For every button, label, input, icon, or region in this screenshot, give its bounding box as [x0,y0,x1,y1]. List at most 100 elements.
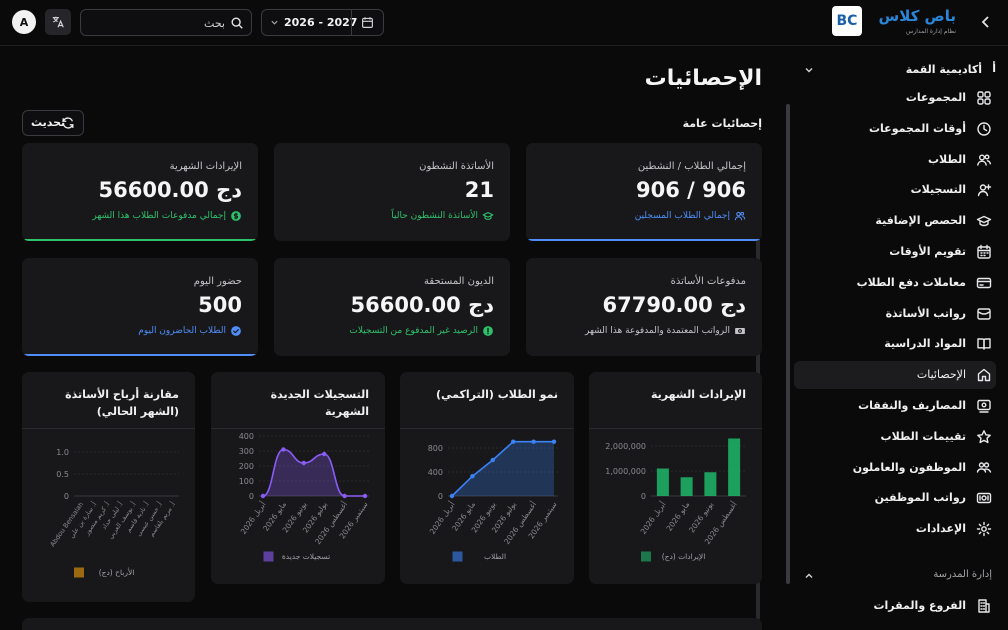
bar[interactable] [728,438,741,497]
chart-title: الإيرادات الشهرية [650,388,746,401]
stat-subtitle-text: الرواتب المعتمدة والمدفوعة هذا الشهر [584,326,730,336]
academic-year-value: 2026 - 2027 [284,16,358,29]
sidebar-item[interactable]: المصاريف والنفقات [794,392,996,420]
school-management-section[interactable]: إدارة المدرسة [796,567,996,585]
calendar-button[interactable] [351,10,383,35]
book-icon [977,338,991,351]
bar[interactable] [656,468,669,497]
data-point[interactable] [362,493,368,499]
y-tick-label: 100 [239,477,254,486]
data-point[interactable] [301,460,306,466]
data-point[interactable] [342,493,347,499]
x-tick-label: أبريل 2026 [427,499,457,536]
sidebar-item[interactable]: رواتب الموظفين [794,484,996,512]
y-tick-label: 200 [239,462,254,471]
bar[interactable] [704,472,717,496]
sidebar-scrollbar[interactable] [786,104,790,584]
section-label: إدارة المدرسة [933,569,992,580]
sidebar-item[interactable]: تقييمات الطلاب [794,423,996,451]
sidebar-item-label: المواد الدراسية [884,337,966,351]
stat-value: 500 [198,293,242,317]
search-box [80,9,252,36]
sidebar-item[interactable]: الطلاب [794,146,996,174]
data-point[interactable] [470,474,475,479]
chart-legend[interactable]: الطلاب [452,551,506,562]
stat-card: الإيرادات الشهرية 56600.00 دج إجمالي مدفوع… [22,143,258,241]
chart-legend[interactable]: تسجيلات جديدة [263,551,330,562]
stat-label: مدفوعات الأساتذة [670,276,746,287]
y-tick-label: 800 [428,444,443,453]
data-point[interactable] [531,439,536,444]
sidebar-item[interactable]: التسجيلات [794,176,996,204]
sidebar-item-label: الموظفون والعاملون [852,460,966,474]
building-icon [978,599,990,613]
chart-legend[interactable]: الأرباح (دج) [74,567,135,578]
settings-icon [976,521,992,537]
x-tick-label: أبريل 2026 [238,499,268,536]
y-tick-label: 0 [64,492,69,501]
stat-value: 21 [464,178,494,202]
sidebar-item-label: المجموعات [905,91,966,104]
sidebar-item-label: الإعدادات [915,522,966,536]
stat-subtitle-text: الرصيد غير المدفوع من التسجيلات [349,326,478,336]
chevron-left-icon[interactable] [978,14,994,30]
chevron-up-icon [805,573,813,578]
sidebar-item-label: تقويم الأوقات [889,245,966,258]
y-tick-label: 300 [239,447,254,456]
language-button[interactable] [45,9,71,35]
chart-legend[interactable]: الإيرادات (دج) [641,551,706,562]
academy-switcher[interactable]: أ أكاديمية القمة [796,60,996,80]
data-point[interactable] [322,451,327,457]
sidebar-item-branches[interactable]: الفروع والمقرات [794,592,996,620]
chevron-down-icon [271,20,278,25]
chevron-down-icon [805,68,813,73]
bar[interactable] [680,477,693,496]
stat-card: الأساتذة النشطون 21 الأساتذة النشطون حاليا… [274,143,510,241]
stat-value: 67790.00 دج [602,293,747,317]
legend-label: الأرباح (دج) [99,567,135,577]
chart-title: مقارنة أرباح الأساتذة (الشهر الحالي) [65,388,179,418]
stat-label: إجمالي الطلاب / النشطين [637,161,746,172]
stat-card: إجمالي الطلاب / النشطين 906 / 906 إجمالي ا… [526,143,762,241]
refresh-button[interactable]: تحديث [22,110,84,136]
sidebar-item[interactable]: الحصص الإضافية [794,207,996,235]
cash-icon [735,328,745,334]
sidebar-scroll-thumb[interactable] [786,104,790,584]
calendar-icon [362,17,373,28]
users-icon [734,211,746,221]
data-point[interactable] [449,493,455,499]
chart-divider [589,428,762,429]
data-point[interactable] [551,439,557,444]
chart-title: نمو الطلاب (التراكمي) [435,388,558,401]
chart-divider [400,428,574,429]
sidebar-item[interactable]: الإحصائيات [794,361,996,390]
data-point[interactable] [490,457,495,463]
sidebar-item[interactable]: الإعدادات [794,515,996,543]
sidebar-item[interactable]: معاملات دفع الطلاب [794,269,996,297]
stat-label: حضور اليوم [193,276,242,287]
academic-year-select[interactable]: 2026 - 2027 [261,9,384,36]
wallet-icon [977,307,991,320]
avatar[interactable]: A [12,10,36,34]
data-point[interactable] [511,439,516,444]
legend-label: تسجيلات جديدة [282,552,330,561]
x-tick-label: أبريل 2026 [638,499,668,536]
y-tick-label: 2,000,000 [605,442,646,451]
sidebar-item[interactable]: تقويم الأوقات [794,238,996,266]
sidebar-item[interactable]: المواد الدراسية [794,330,996,358]
users-icon [977,154,991,166]
data-point[interactable] [260,493,266,499]
translate-icon [52,16,64,28]
search-icon[interactable] [230,16,244,30]
legend-swatch [74,567,84,578]
alert-circle-icon [483,326,493,336]
sidebar-item[interactable]: المجموعات [794,84,996,112]
data-point[interactable] [281,447,286,452]
sidebar-item[interactable]: رواتب الأساتذة [794,300,996,328]
money-icon [976,493,992,504]
sidebar-item[interactable]: أوقات المجموعات [794,115,996,143]
legend-label: الإيرادات (دج) [662,552,706,561]
sidebar-item[interactable]: الموظفون والعاملون [794,454,996,482]
search-input[interactable] [87,13,225,33]
